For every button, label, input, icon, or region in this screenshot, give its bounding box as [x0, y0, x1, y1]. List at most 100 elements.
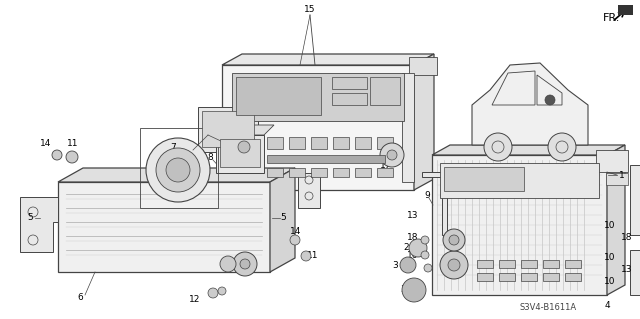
Circle shape — [387, 150, 397, 160]
Circle shape — [421, 251, 429, 259]
Bar — [202, 111, 254, 147]
Circle shape — [448, 259, 460, 271]
Text: 5: 5 — [27, 213, 33, 222]
Circle shape — [443, 229, 465, 251]
Circle shape — [548, 133, 576, 161]
Polygon shape — [630, 250, 640, 295]
Bar — [355, 137, 371, 149]
Circle shape — [52, 150, 62, 160]
Polygon shape — [20, 197, 58, 252]
Text: 11: 11 — [307, 250, 319, 259]
Circle shape — [484, 133, 512, 161]
Text: 12: 12 — [189, 295, 201, 305]
Bar — [377, 168, 393, 177]
Bar — [332, 93, 367, 105]
Text: 8: 8 — [207, 152, 213, 161]
Bar — [370, 77, 400, 105]
Circle shape — [231, 134, 257, 160]
Text: 14: 14 — [40, 138, 52, 147]
Bar — [409, 57, 437, 75]
Circle shape — [545, 95, 555, 105]
Text: 10: 10 — [604, 220, 616, 229]
Bar — [543, 273, 559, 281]
Bar — [311, 168, 327, 177]
Text: 15: 15 — [304, 5, 316, 14]
Bar — [220, 139, 260, 167]
Polygon shape — [222, 54, 434, 65]
Text: 17: 17 — [380, 160, 392, 169]
Bar — [216, 135, 264, 173]
Bar — [565, 260, 581, 268]
Text: 9: 9 — [424, 190, 430, 199]
Bar — [232, 73, 404, 121]
Circle shape — [233, 252, 257, 276]
Circle shape — [240, 259, 250, 269]
Bar — [333, 168, 349, 177]
Text: S3V4-B1611A: S3V4-B1611A — [520, 303, 577, 313]
Circle shape — [156, 148, 200, 192]
Polygon shape — [216, 125, 274, 135]
Bar — [332, 77, 367, 89]
Text: 2: 2 — [403, 243, 409, 253]
Polygon shape — [432, 145, 625, 155]
Text: 11: 11 — [67, 138, 79, 147]
Circle shape — [402, 278, 426, 302]
Circle shape — [400, 257, 416, 273]
Text: 18: 18 — [621, 234, 633, 242]
Circle shape — [440, 251, 468, 279]
Polygon shape — [422, 172, 447, 235]
Polygon shape — [630, 165, 640, 235]
Circle shape — [290, 235, 300, 245]
Text: 10: 10 — [604, 278, 616, 286]
Text: 18: 18 — [407, 234, 419, 242]
Bar — [521, 260, 537, 268]
Bar — [289, 168, 305, 177]
Text: 3: 3 — [392, 261, 398, 270]
Circle shape — [146, 138, 210, 202]
Bar — [444, 167, 524, 191]
Bar — [289, 137, 305, 149]
Circle shape — [208, 288, 218, 298]
Bar — [499, 273, 515, 281]
Circle shape — [449, 235, 459, 245]
Bar — [140, 128, 218, 208]
Bar — [298, 173, 320, 208]
Text: 5: 5 — [280, 213, 286, 222]
Bar — [499, 260, 515, 268]
Bar — [236, 77, 321, 115]
Bar — [402, 73, 414, 182]
Bar — [618, 5, 633, 15]
Polygon shape — [58, 168, 295, 182]
Circle shape — [380, 143, 404, 167]
Circle shape — [220, 256, 236, 272]
Text: 17: 17 — [236, 128, 248, 137]
Text: 1: 1 — [619, 170, 625, 180]
Circle shape — [301, 251, 311, 261]
Bar — [606, 173, 628, 185]
Bar — [521, 273, 537, 281]
Bar — [543, 260, 559, 268]
Bar — [440, 163, 599, 198]
Bar — [198, 107, 258, 152]
Text: 14: 14 — [291, 227, 301, 236]
Polygon shape — [472, 63, 588, 145]
Bar — [333, 137, 349, 149]
Polygon shape — [432, 155, 607, 295]
Circle shape — [166, 158, 190, 182]
Text: 10: 10 — [604, 254, 616, 263]
Circle shape — [424, 264, 432, 272]
Circle shape — [409, 239, 427, 257]
Text: 16: 16 — [250, 144, 262, 152]
Bar — [267, 168, 283, 177]
Bar — [477, 273, 493, 281]
Bar — [377, 137, 393, 149]
Polygon shape — [270, 168, 295, 272]
Polygon shape — [222, 65, 414, 190]
Bar — [355, 168, 371, 177]
Text: 4: 4 — [604, 300, 610, 309]
Text: FR.: FR. — [603, 13, 620, 23]
Bar — [267, 137, 283, 149]
Polygon shape — [414, 54, 434, 190]
Text: 6: 6 — [77, 293, 83, 302]
Polygon shape — [58, 182, 270, 272]
